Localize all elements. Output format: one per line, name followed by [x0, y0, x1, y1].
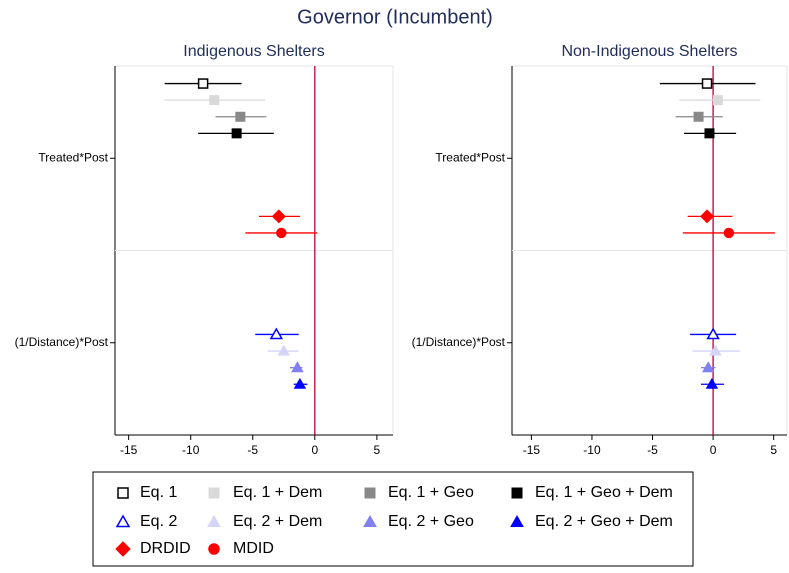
point-estimate	[277, 344, 291, 356]
x-tick-label: -15	[120, 443, 138, 457]
chart-title: Governor (Incumbent)	[297, 6, 493, 28]
legend-label: Eq. 2 + Geo + Dem	[535, 513, 673, 530]
x-tick-label: 5	[770, 443, 777, 457]
legend-marker	[117, 487, 129, 499]
legend-label: Eq. 2	[140, 513, 177, 530]
point-estimate	[700, 209, 715, 224]
point-estimate	[705, 377, 719, 389]
y-tick-label: (1/Distance)*Post	[15, 335, 109, 349]
point-estimate	[706, 327, 720, 340]
point-estimate	[231, 128, 242, 139]
legend-marker	[115, 514, 131, 528]
y-tick-label: Treated*Post	[435, 150, 505, 164]
legend-marker	[208, 487, 220, 499]
legend-label: Eq. 1 + Dem	[233, 484, 322, 501]
legend-marker	[364, 487, 376, 499]
legend-label: DRDID	[140, 540, 191, 557]
y-tick-label: Treated*Post	[38, 150, 108, 164]
legend-label: Eq. 2 + Dem	[233, 513, 322, 530]
x-tick-label: -5	[247, 443, 258, 457]
point-estimate	[269, 327, 284, 340]
legend-label: Eq. 1 + Geo	[388, 484, 474, 501]
legend-label: Eq. 1	[140, 484, 177, 501]
point-estimate	[723, 227, 735, 239]
panel-title: Non-Indigenous Shelters	[561, 43, 737, 60]
point-estimate	[712, 95, 723, 106]
x-tick-label: -15	[523, 443, 541, 457]
point-estimate	[197, 78, 209, 89]
point-estimate	[709, 344, 722, 356]
point-estimate	[701, 361, 715, 373]
x-tick-label: -5	[647, 443, 658, 457]
x-tick-label: 5	[374, 443, 381, 457]
legend-label: Eq. 2 + Geo	[388, 513, 474, 530]
legend-box	[92, 471, 694, 567]
legend-marker	[115, 541, 131, 557]
legend-label: Eq. 1 + Geo + Dem	[535, 484, 673, 501]
legend-marker	[363, 514, 377, 527]
point-estimate	[291, 361, 304, 373]
point-estimate	[693, 111, 704, 122]
point-estimate	[209, 95, 220, 106]
x-tick-label: 0	[311, 443, 318, 457]
point-estimate	[276, 227, 287, 239]
legend-marker	[207, 514, 221, 527]
point-estimate	[271, 209, 286, 224]
x-tick-label: -10	[583, 443, 601, 457]
legend-marker	[511, 487, 523, 499]
point-estimate	[235, 111, 246, 122]
x-tick-label: 0	[710, 443, 717, 457]
point-estimate	[293, 377, 307, 389]
panel-title: Indigenous Shelters	[183, 43, 324, 60]
y-tick-label: (1/Distance)*Post	[412, 335, 506, 349]
legend-marker	[510, 514, 524, 527]
x-tick-label: -10	[182, 443, 200, 457]
legend-label: MDID	[233, 540, 274, 557]
point-estimate	[701, 78, 713, 89]
legend-marker	[208, 543, 220, 555]
point-estimate	[704, 128, 715, 139]
